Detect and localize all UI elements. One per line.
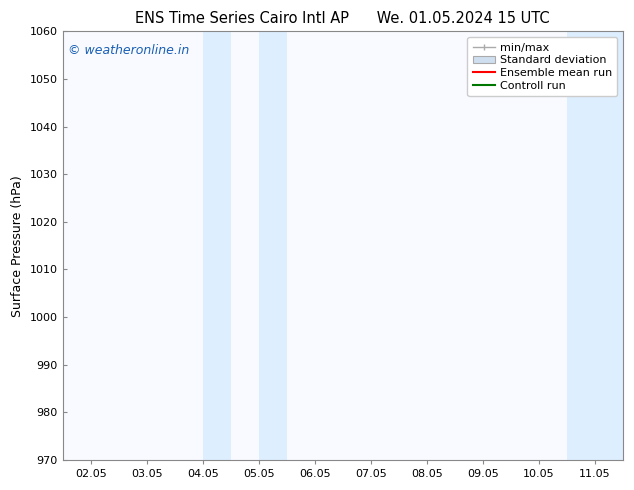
Bar [595, 31, 623, 460]
Bar [259, 31, 287, 460]
Text: © weatheronline.in: © weatheronline.in [68, 44, 190, 57]
Legend: min/max, Standard deviation, Ensemble mean run, Controll run: min/max, Standard deviation, Ensemble me… [467, 37, 618, 97]
Title: ENS Time Series Cairo Intl AP      We. 01.05.2024 15 UTC: ENS Time Series Cairo Intl AP We. 01.05.… [136, 11, 550, 26]
Y-axis label: Surface Pressure (hPa): Surface Pressure (hPa) [11, 175, 24, 317]
Bar [203, 31, 231, 460]
Bar [567, 31, 595, 460]
